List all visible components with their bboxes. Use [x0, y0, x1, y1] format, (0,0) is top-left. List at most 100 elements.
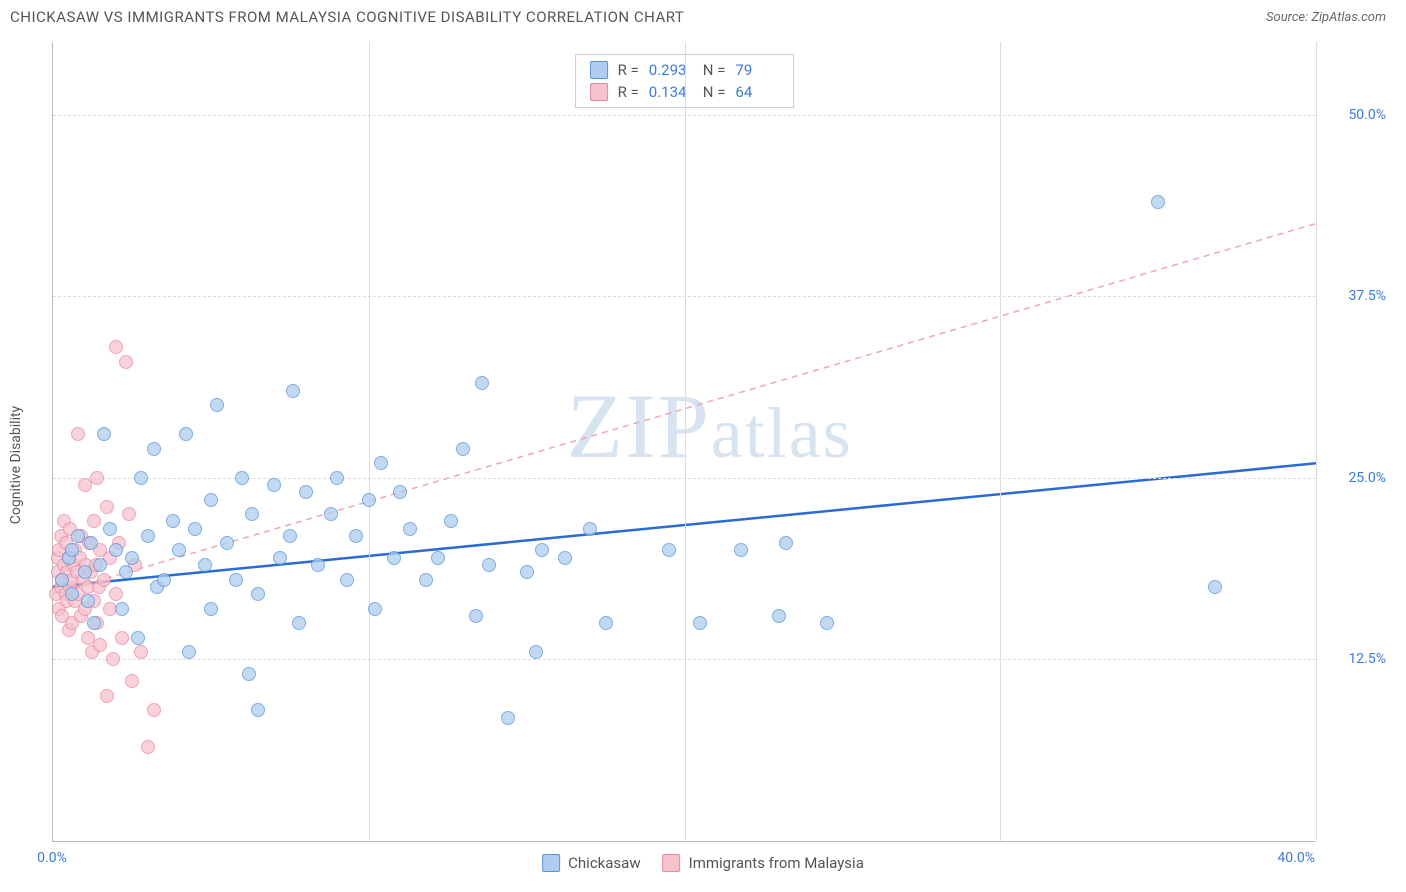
scatter-point	[431, 551, 445, 565]
scatter-point	[141, 740, 155, 754]
scatter-point	[119, 355, 133, 369]
scatter-point	[558, 551, 572, 565]
scatter-point	[71, 427, 85, 441]
scatter-point	[115, 631, 129, 645]
scatter-point	[157, 573, 171, 587]
scatter-point	[147, 442, 161, 456]
scatter-point	[81, 594, 95, 608]
scatter-point	[583, 522, 597, 536]
scatter-point	[1151, 195, 1165, 209]
scatter-point	[198, 558, 212, 572]
scatter-point	[106, 652, 120, 666]
scatter-point	[166, 514, 180, 528]
scatter-point	[172, 543, 186, 557]
scatter-point	[115, 602, 129, 616]
scatter-point	[93, 638, 107, 652]
y-tick-label: 25.0%	[1348, 470, 1386, 486]
scatter-point	[204, 602, 218, 616]
y-axis-label: Cognitive Disability	[8, 406, 24, 524]
scatter-point	[179, 427, 193, 441]
scatter-point	[251, 587, 265, 601]
scatter-point	[273, 551, 287, 565]
scatter-point	[267, 478, 281, 492]
correlation-chart: Cognitive Disability ZIPatlas R = 0.293 …	[10, 32, 1396, 882]
scatter-point	[535, 543, 549, 557]
scatter-point	[100, 500, 114, 514]
scatter-point	[103, 522, 117, 536]
scatter-point	[97, 573, 111, 587]
swatch-blue-icon	[542, 854, 560, 872]
scatter-point	[134, 471, 148, 485]
scatter-point	[693, 616, 707, 630]
scatter-point	[131, 631, 145, 645]
scatter-point	[374, 456, 388, 470]
scatter-point	[65, 587, 79, 601]
scatter-point	[469, 609, 483, 623]
scatter-point	[188, 522, 202, 536]
gridline-v	[1000, 42, 1001, 841]
scatter-point	[182, 645, 196, 659]
scatter-point	[779, 536, 793, 550]
swatch-pink-icon	[663, 854, 681, 872]
x-tick-label: 40.0%	[1277, 850, 1315, 866]
scatter-point	[242, 667, 256, 681]
scatter-point	[286, 384, 300, 398]
scatter-point	[324, 507, 338, 521]
scatter-point	[87, 616, 101, 630]
scatter-point	[1208, 580, 1222, 594]
scatter-point	[119, 565, 133, 579]
y-tick-label: 50.0%	[1348, 107, 1386, 123]
watermark: ZIPatlas	[567, 373, 853, 479]
scatter-point	[251, 703, 265, 717]
scatter-point	[734, 543, 748, 557]
y-tick-label: 37.5%	[1348, 288, 1386, 304]
scatter-point	[147, 703, 161, 717]
scatter-point	[292, 616, 306, 630]
scatter-point	[122, 507, 136, 521]
scatter-point	[87, 514, 101, 528]
scatter-point	[134, 645, 148, 659]
x-tick-label: 0.0%	[37, 850, 67, 866]
scatter-point	[109, 340, 123, 354]
scatter-point	[662, 543, 676, 557]
scatter-point	[97, 427, 111, 441]
scatter-point	[393, 485, 407, 499]
scatter-point	[520, 565, 534, 579]
scatter-point	[456, 442, 470, 456]
scatter-point	[772, 609, 786, 623]
bottom-legend: Chickasaw Immigrants from Malaysia	[542, 854, 864, 872]
scatter-point	[210, 398, 224, 412]
gridline-v	[1316, 42, 1317, 841]
scatter-point	[403, 522, 417, 536]
scatter-point	[93, 558, 107, 572]
scatter-point	[220, 536, 234, 550]
scatter-point	[55, 573, 69, 587]
scatter-point	[65, 543, 79, 557]
scatter-point	[90, 471, 104, 485]
chart-title: CHICKASAW VS IMMIGRANTS FROM MALAYSIA CO…	[10, 8, 684, 26]
scatter-point	[78, 478, 92, 492]
scatter-point	[229, 573, 243, 587]
y-tick-label: 12.5%	[1348, 651, 1386, 667]
scatter-point	[235, 471, 249, 485]
scatter-point	[311, 558, 325, 572]
scatter-point	[362, 493, 376, 507]
legend-item-malaysia: Immigrants from Malaysia	[663, 854, 864, 872]
scatter-point	[475, 376, 489, 390]
scatter-point	[125, 674, 139, 688]
scatter-point	[204, 493, 218, 507]
scatter-point	[245, 507, 259, 521]
swatch-pink-icon	[590, 83, 608, 101]
scatter-point	[368, 602, 382, 616]
scatter-point	[84, 536, 98, 550]
scatter-point	[330, 471, 344, 485]
source-attribution: Source: ZipAtlas.com	[1266, 10, 1386, 25]
scatter-point	[299, 485, 313, 499]
scatter-point	[387, 551, 401, 565]
gridline-v	[369, 42, 370, 841]
scatter-point	[109, 543, 123, 557]
scatter-point	[78, 565, 92, 579]
legend-item-chickasaw: Chickasaw	[542, 854, 640, 872]
scatter-point	[419, 573, 433, 587]
scatter-point	[109, 587, 123, 601]
